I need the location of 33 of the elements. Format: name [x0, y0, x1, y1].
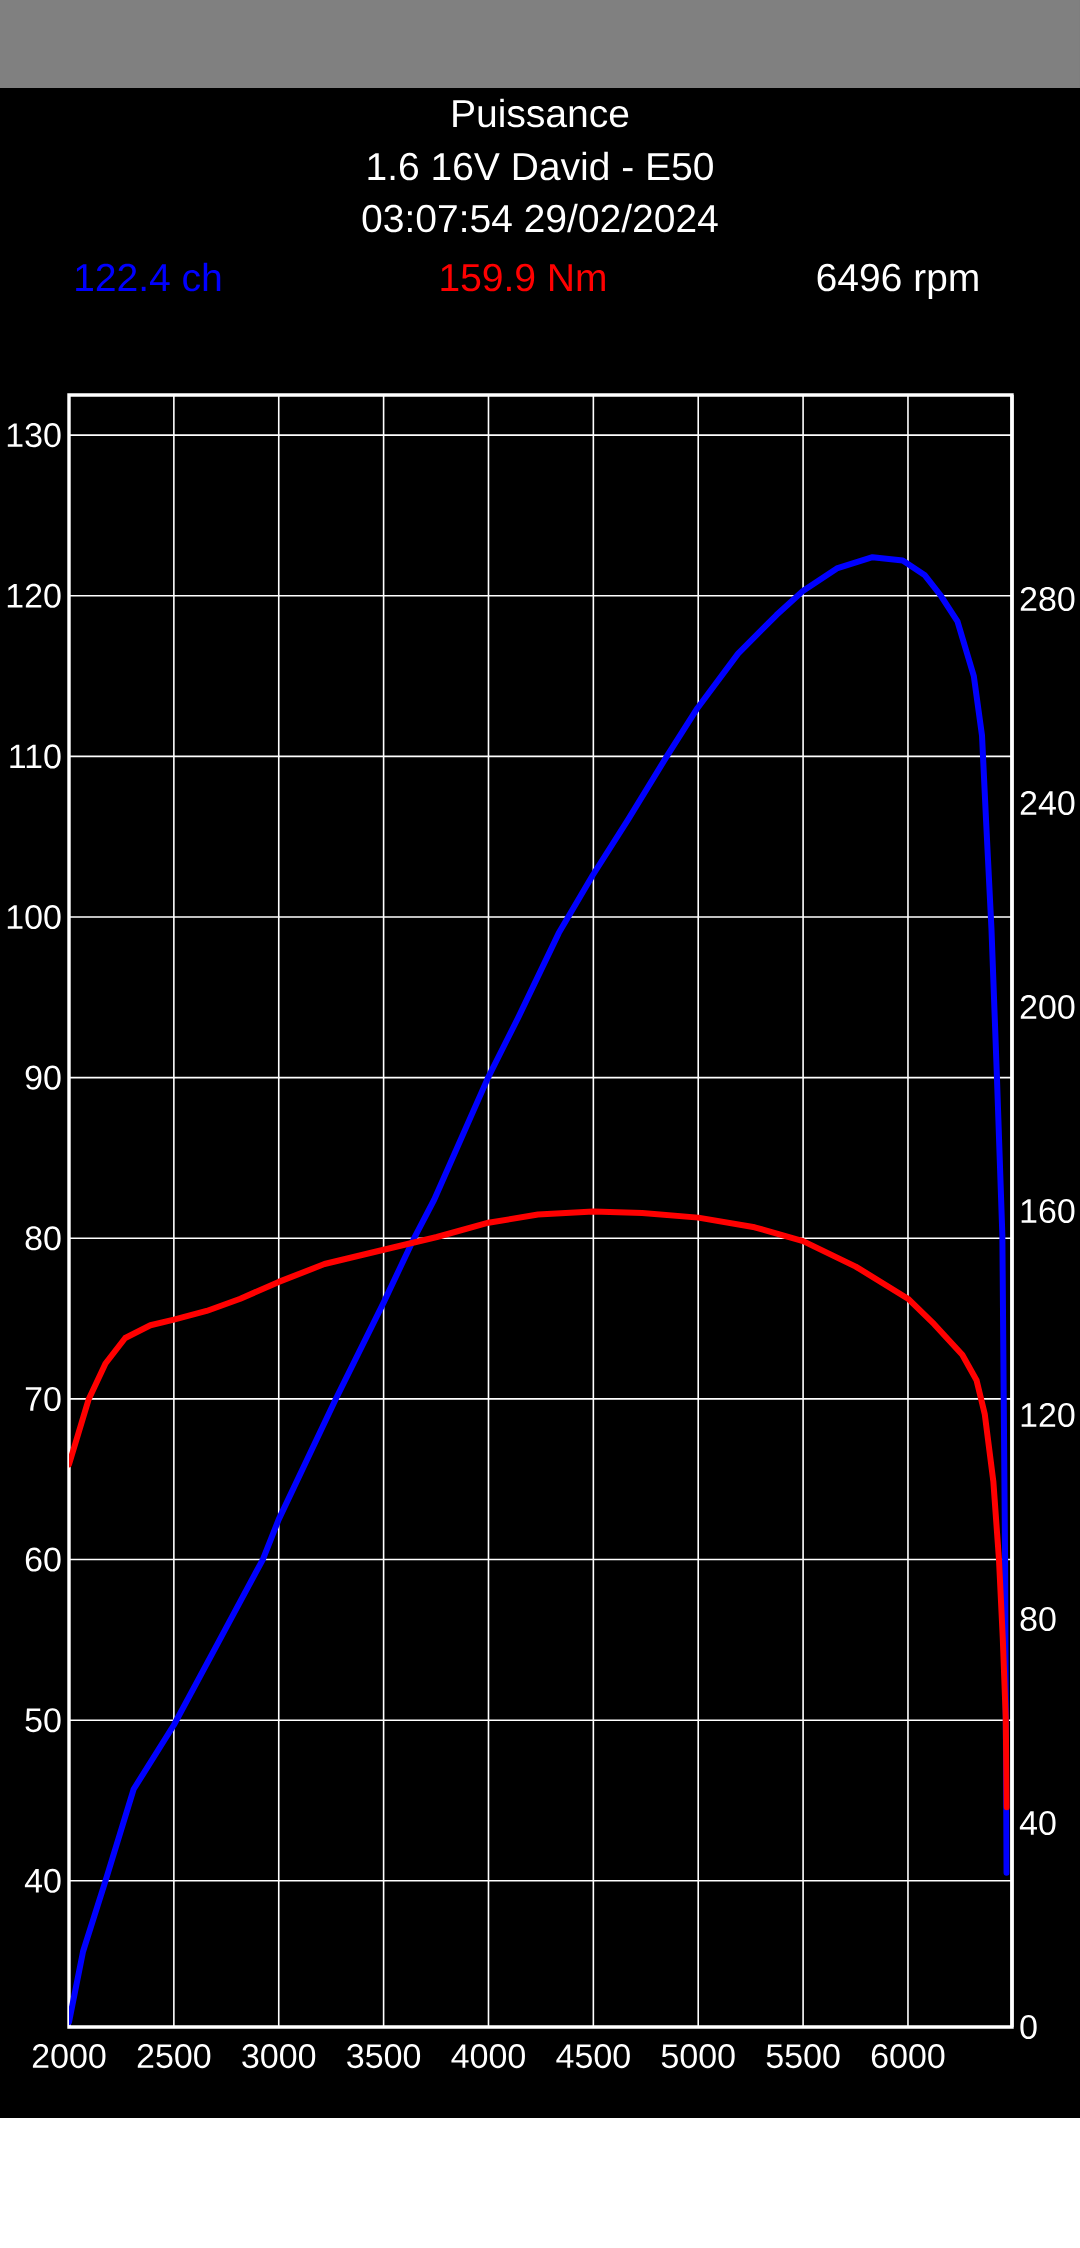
x-tick-label: 3500	[347, 2044, 421, 2069]
y-tick-label: 130	[7, 423, 61, 448]
y2-tick-label: 0	[1020, 2014, 1037, 2040]
chart-title: Puissance	[453, 98, 629, 128]
y2-tick-label: 240	[1020, 790, 1075, 816]
y2-tick-label: 120	[1021, 1402, 1075, 1428]
y-tick-label: 50	[25, 1708, 61, 1733]
x-tick-label: 4000	[451, 2044, 525, 2069]
y2-tick-label: 160	[1021, 1198, 1075, 1224]
x-tick-label: 5000	[661, 2044, 735, 2069]
x-tick-label: 4500	[556, 2044, 630, 2069]
x-tick-label: 3000	[242, 2044, 316, 2069]
y-tick-label: 120	[7, 583, 61, 608]
text: 6496 rpm	[817, 263, 978, 300]
text: 159.9 Nm	[441, 263, 605, 292]
y2-tick-label: 40	[1019, 1810, 1056, 1836]
y2-tick-label: 200	[1020, 994, 1075, 1020]
text: 03:07:54 29/02/2024	[362, 203, 718, 233]
x-tick-label: 2000	[32, 2044, 106, 2069]
y-tick-label: 110	[10, 744, 61, 769]
y-tick-label: 40	[24, 1868, 61, 1893]
y-tick-label: 90	[25, 1065, 61, 1090]
y-tick-label: 100	[7, 904, 61, 930]
text: 122.4 ch	[76, 262, 221, 292]
y2-tick-label: 280	[1020, 586, 1075, 612]
x-tick-label: 6000	[871, 2044, 945, 2069]
y-tick-label: 60	[25, 1547, 61, 1572]
chart-subtitle: 1.6 16V David - E50	[368, 151, 713, 181]
y-tick-label: 80	[25, 1226, 61, 1251]
x-tick-label: 5500	[766, 2044, 840, 2069]
x-tick-label: 2500	[137, 2044, 211, 2069]
y2-tick-label: 80	[1020, 1606, 1056, 1632]
y-tick-label: 70	[25, 1386, 61, 1411]
